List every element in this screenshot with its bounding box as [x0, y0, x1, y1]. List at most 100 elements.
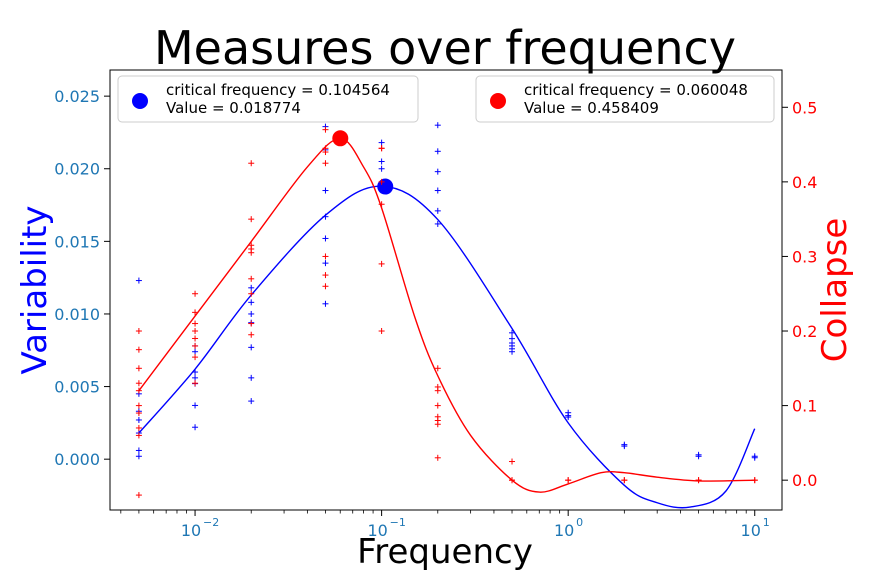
collapse-data-point [378, 260, 385, 267]
collapse-data-point [434, 365, 441, 372]
legend-line-1: critical frequency = 0.060048 [524, 81, 748, 99]
x-tick-exponent: −1 [390, 516, 406, 529]
variability-fit-line [138, 185, 756, 509]
collapse-data-point [248, 275, 255, 282]
collapse-data-point [621, 477, 628, 484]
collapse-data-point [751, 477, 758, 484]
collapse-data-point [192, 335, 199, 342]
right-tick-label: 0.4 [792, 173, 817, 192]
collapse-data-point [434, 402, 441, 409]
chart-title: Measures over frequency [154, 21, 736, 75]
variability-data-point [695, 453, 702, 460]
right-tick-label: 0.1 [792, 397, 817, 416]
right-tick-label: 0.3 [792, 247, 817, 266]
legend-marker [490, 93, 506, 109]
variability-data-point [135, 416, 142, 423]
legend-marker [132, 93, 148, 109]
y-axis-label-right: Collapse [815, 218, 855, 362]
left-tick-label: 0.025 [54, 87, 100, 106]
collapse-data-point [248, 320, 255, 327]
x-tick-exponent: 0 [576, 516, 583, 529]
collapse-data-point [135, 410, 142, 417]
variability-data-point [434, 187, 441, 194]
x-tick-exponent: 1 [763, 516, 770, 529]
variability-data-point [192, 348, 199, 355]
variability-data-point [135, 447, 142, 454]
collapse-data-point [565, 477, 572, 484]
collapse-data-point [248, 160, 255, 167]
collapse-data-point [322, 126, 329, 133]
left-tick-label: 0.005 [54, 378, 100, 397]
right-tick-label: 0.5 [792, 98, 817, 117]
left-tick-label: 0.010 [54, 305, 100, 324]
x-tick-exponent: −2 [203, 516, 219, 529]
collapse-data-point [248, 331, 255, 338]
variability-data-point [135, 277, 142, 284]
collapse-data-point [135, 328, 142, 335]
collapse-data-point [135, 346, 142, 353]
variability-data-point [751, 454, 758, 461]
x-tick-label: 10 [367, 521, 387, 540]
variability-data-point [192, 374, 199, 381]
variability-data-point [434, 207, 441, 214]
legend-box [475, 75, 775, 123]
y-axis-label-left: Variability [15, 205, 55, 374]
legend-line-1: critical frequency = 0.104564 [166, 81, 390, 99]
collapse-data-point [434, 454, 441, 461]
collapse-data-point [322, 253, 329, 260]
collapse-fit-line [138, 137, 755, 493]
variability-data-point [322, 300, 329, 307]
collapse-data-point [192, 354, 199, 361]
collapse-data-point [135, 387, 142, 394]
variability-data-point [135, 453, 142, 460]
collapse-data-point [135, 380, 142, 387]
collapse-critical-marker [332, 130, 349, 147]
collapse-data-point [135, 424, 142, 431]
collapse-data-point [192, 290, 199, 297]
variability-data-point [434, 220, 441, 227]
collapse-data-point [192, 328, 199, 335]
x-tick-label: 10 [741, 521, 761, 540]
variability-data-point [322, 187, 329, 194]
legend-box [117, 75, 419, 123]
variability-data-point [192, 369, 199, 376]
variability-data-point [509, 329, 516, 336]
left-tick-label: 0.000 [54, 450, 100, 469]
collapse-data-point [378, 201, 385, 208]
variability-data-point [565, 414, 572, 421]
x-axis-label: Frequency [357, 532, 533, 572]
left-tick-label: 0.020 [54, 160, 100, 179]
collapse-data-point [378, 328, 385, 335]
collapse-data-point [434, 387, 441, 394]
collapse-data-point [248, 290, 255, 297]
collapse-data-point [135, 402, 142, 409]
plot-frame [109, 69, 783, 511]
right-tick-label: 0.2 [792, 322, 817, 341]
variability-data-point [434, 168, 441, 175]
collapse-data-point [378, 145, 385, 152]
legend-line-2: Value = 0.018774 [166, 99, 301, 117]
variability-data-point [248, 398, 255, 405]
variability-data-point [248, 344, 255, 351]
variability-data-point [378, 165, 385, 172]
collapse-data-point [192, 309, 199, 316]
collapse-data-point [509, 477, 516, 484]
collapse-data-point [135, 492, 142, 499]
variability-data-point [378, 158, 385, 165]
left-tick-label: 0.015 [54, 232, 100, 251]
variability-data-point [378, 139, 385, 146]
x-tick-label: 10 [554, 521, 574, 540]
variability-data-point [509, 348, 516, 355]
right-tick-label: 0.0 [792, 471, 817, 490]
collapse-data-point [434, 421, 441, 428]
collapse-data-point [248, 216, 255, 223]
collapse-data-point [192, 342, 199, 349]
collapse-data-point [135, 365, 142, 372]
collapse-data-point [509, 458, 516, 465]
variability-data-point [621, 443, 628, 450]
plot-area: 10 −2 10 −1 10 0 10 10.0000.0050.0100.0150.0200… [54, 69, 817, 540]
variability-data-point [248, 284, 255, 291]
collapse-data-point [322, 160, 329, 167]
